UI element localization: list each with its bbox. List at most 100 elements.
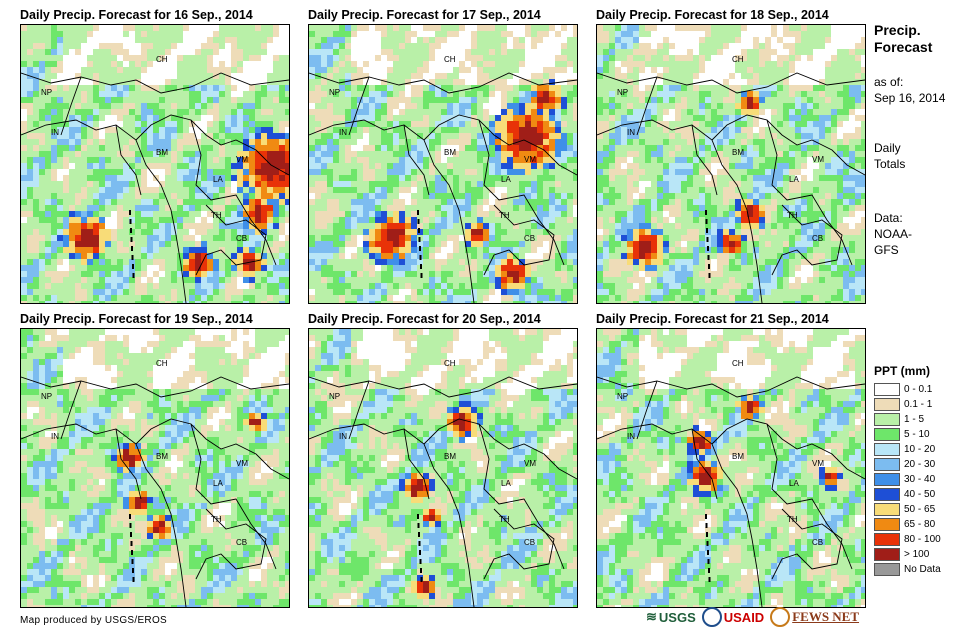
country-label: CB: [236, 538, 247, 547]
country-label: BM: [444, 452, 456, 461]
fewsnet-text: FEWS NET: [792, 609, 860, 624]
legend-label: 20 - 30: [904, 459, 936, 470]
country-label: BM: [156, 452, 168, 461]
country-label: VM: [524, 155, 536, 164]
country-label: VM: [812, 459, 824, 468]
precip-map: CH NP IN BM VM LA TH CB: [596, 328, 866, 608]
country-label: VM: [236, 155, 248, 164]
legend-swatch: [874, 518, 900, 531]
precip-map: CH NP IN BM VM LA TH CB: [308, 328, 578, 608]
legend-label: 0 - 0.1: [904, 384, 933, 395]
country-label: IN: [339, 432, 347, 441]
legend-item: 40 - 50: [874, 487, 964, 502]
legend-label: 30 - 40: [904, 474, 936, 485]
precip-map: CH NP IN BM VM LA TH CB: [308, 24, 578, 304]
legend-label: 0.1 - 1: [904, 399, 933, 410]
country-label: LA: [213, 175, 223, 184]
usaid-logo: USAID: [701, 607, 765, 627]
data-source-1: NOAA-: [874, 227, 913, 241]
legend-item: 5 - 10: [874, 427, 964, 442]
legend-label: 40 - 50: [904, 489, 936, 500]
data-source-2: GFS: [874, 243, 899, 257]
legend-item: 65 - 80: [874, 517, 964, 532]
usgs-wave-icon: ≋: [646, 609, 657, 624]
country-label: NP: [41, 392, 52, 401]
legend-label: 10 - 20: [904, 444, 936, 455]
country-label: NP: [617, 88, 628, 97]
forecast-panel-1: Daily Precip. Forecast for 16 Sep., 2014…: [20, 6, 290, 304]
legend-item: 0.1 - 1: [874, 397, 964, 412]
legend-swatch: [874, 428, 900, 441]
legend-label: 65 - 80: [904, 519, 936, 530]
legend-item: 50 - 65: [874, 502, 964, 517]
legend-swatch: [874, 473, 900, 486]
country-label: IN: [627, 432, 635, 441]
country-label: CB: [524, 538, 535, 547]
country-label: TH: [787, 515, 798, 524]
forecast-panel-2: Daily Precip. Forecast for 17 Sep., 2014…: [308, 6, 578, 304]
side-info: Precip. Forecast as of: Sep 16, 2014 Dai…: [874, 22, 964, 258]
credit-text: Map produced by USGS/EROS: [20, 615, 168, 626]
legend-item: 20 - 30: [874, 457, 964, 472]
legend-item: 0 - 0.1: [874, 382, 964, 397]
country-label: IN: [339, 128, 347, 137]
legend-label: > 100: [904, 549, 930, 560]
map-svg: CH NP IN BM VM LA TH CB: [597, 25, 865, 303]
legend-swatch: [874, 533, 900, 546]
legend-label: 80 - 100: [904, 534, 941, 545]
asof-date: Sep 16, 2014: [874, 91, 946, 105]
legend-swatch: [874, 443, 900, 456]
panel-title: Daily Precip. Forecast for 19 Sep., 2014: [20, 312, 253, 326]
legend-swatch: [874, 383, 900, 396]
legend-swatch: [874, 548, 900, 561]
country-label: VM: [236, 459, 248, 468]
country-label: VM: [524, 459, 536, 468]
country-label: TH: [211, 515, 222, 524]
forecast-panel-3: Daily Precip. Forecast for 18 Sep., 2014…: [596, 6, 866, 304]
forecast-panel-4: Daily Precip. Forecast for 19 Sep., 2014…: [20, 310, 290, 608]
legend-title: PPT (mm): [874, 364, 931, 378]
usaid-text: USAID: [723, 609, 765, 625]
country-label: CB: [812, 538, 823, 547]
precip-map: CH NP IN BM VM LA TH CB: [596, 24, 866, 304]
country-label: TH: [787, 211, 798, 220]
map-svg: CH NP IN BM VM LA TH CB: [309, 329, 577, 607]
country-label: TH: [499, 515, 510, 524]
map-svg: CH NP IN BM VM LA TH CB: [21, 25, 289, 303]
fewsnet-logo: FEWS NET: [770, 607, 859, 627]
country-label: BM: [732, 148, 744, 157]
country-label: LA: [501, 479, 511, 488]
country-label: LA: [213, 479, 223, 488]
usaid-seal-icon: [701, 607, 722, 627]
legend: PPT (mm) 0 - 0.1 0.1 - 1 1 - 5 5 - 10 10 - 2…: [874, 364, 964, 577]
map-svg: CH NP IN BM VM LA TH CB: [309, 25, 577, 303]
precip-map: CH NP IN BM VM LA TH CB: [20, 24, 290, 304]
country-label: IN: [627, 128, 635, 137]
side-title-1: Precip.: [874, 22, 921, 38]
country-label: NP: [329, 392, 340, 401]
country-label: IN: [51, 432, 59, 441]
legend-item: 1 - 5: [874, 412, 964, 427]
legend-item: 10 - 20: [874, 442, 964, 457]
totals-label: Totals: [874, 157, 906, 171]
country-label: CH: [156, 359, 168, 368]
legend-swatch: [874, 413, 900, 426]
country-label: BM: [732, 452, 744, 461]
country-label: VM: [812, 155, 824, 164]
fewsnet-globe-icon: [770, 607, 791, 627]
logos: ≋ USGS USAID FEWS NET: [646, 607, 859, 627]
forecast-panel-6: Daily Precip. Forecast for 21 Sep., 2014…: [596, 310, 866, 608]
asof-label: as of:: [874, 75, 904, 89]
country-label: CH: [732, 55, 744, 64]
country-label: CH: [444, 359, 456, 368]
country-label: NP: [41, 88, 52, 97]
legend-item: > 100: [874, 547, 964, 562]
legend-label: 1 - 5: [904, 414, 925, 425]
legend-label: 5 - 10: [904, 429, 930, 440]
map-svg: CH NP IN BM VM LA TH CB: [21, 329, 289, 607]
legend-swatch: [874, 503, 900, 516]
side-title-2: Forecast: [874, 39, 933, 55]
country-label: NP: [329, 88, 340, 97]
panel-title: Daily Precip. Forecast for 21 Sep., 2014: [596, 312, 829, 326]
daily-label: Daily: [874, 141, 901, 155]
